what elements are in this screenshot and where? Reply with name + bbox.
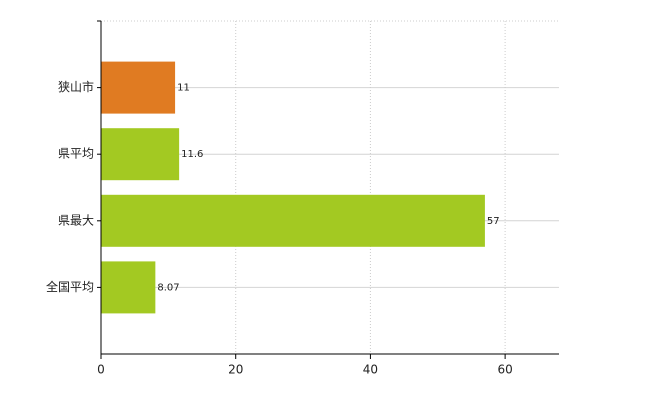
bar <box>101 61 176 114</box>
x-tick-label: 0 <box>97 363 105 377</box>
x-tick-label: 20 <box>228 363 243 377</box>
y-tick-label: 県最大 <box>58 213 94 227</box>
x-tick-label: 60 <box>497 363 512 377</box>
bar <box>101 128 180 181</box>
bar <box>101 261 156 314</box>
y-tick-label: 全国平均 <box>46 279 94 294</box>
value-label: 11 <box>177 83 190 94</box>
value-label: 11.6 <box>181 149 203 160</box>
y-tick-label: 県平均 <box>58 147 94 161</box>
value-label: 8.07 <box>157 282 179 293</box>
x-tick-label: 40 <box>363 363 378 377</box>
value-label: 57 <box>487 216 500 227</box>
y-tick-label: 狭山市 <box>58 79 94 94</box>
bar <box>101 194 485 247</box>
